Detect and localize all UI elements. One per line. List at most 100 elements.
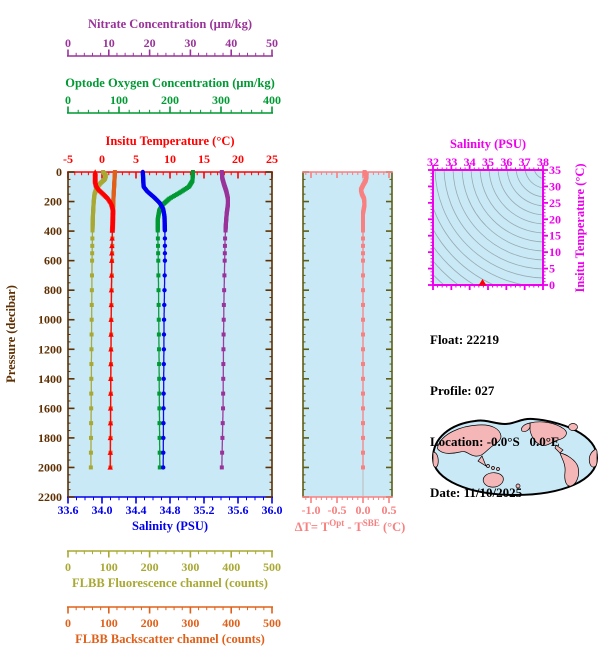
svg-text:5: 5 [549,262,555,276]
svg-text:36.0: 36.0 [262,503,283,517]
svg-text:300: 300 [181,616,199,630]
svg-text:32: 32 [427,155,439,169]
svg-text:30: 30 [549,179,561,193]
float-info-line: Profile: 027 [430,383,495,398]
profile-delta-t [358,170,369,470]
svg-text:37: 37 [519,155,531,169]
fluorescence-axis-title: FLBB Fluorescence channel (counts) [72,576,268,590]
map-australia [482,472,504,488]
map-alaska [521,422,531,432]
svg-text:30: 30 [184,36,196,50]
svg-text:25: 25 [266,152,278,166]
svg-text:38: 38 [537,155,549,169]
nitrate-axis-title: Nitrate Concentration (μm/kg) [88,17,252,31]
svg-text:200: 200 [44,195,62,209]
ts-profile-point [478,279,487,286]
svg-text:20: 20 [144,36,156,50]
svg-text:34.4: 34.4 [126,503,147,517]
svg-text:25: 25 [549,196,561,210]
svg-text:0: 0 [65,616,71,630]
profile-oxygen [155,170,195,470]
delta-t-axis-title: ΔT= TOpt - TSBE (°C) [295,518,406,534]
svg-text:-5: -5 [63,152,73,166]
svg-text:1000: 1000 [38,313,62,327]
oxygen-axis-title: Optode Oxygen Concentration (μm/kg) [65,76,275,90]
svg-text:200: 200 [141,560,159,574]
svg-text:10: 10 [103,36,115,50]
profile-temperature [92,169,116,470]
svg-text:36: 36 [500,155,512,169]
svg-text:1600: 1600 [38,401,62,415]
svg-text:10: 10 [549,245,561,259]
backscatter-axis-title: FLBB Backscatter channel (counts) [75,632,265,646]
map-se-asia [477,455,487,467]
pressure-axis-title: Pressure (decibar) [4,285,18,383]
main-plot-background [68,172,272,497]
svg-text:800: 800 [44,283,62,297]
map-africa-right-sliver [588,448,598,468]
svg-text:-1.0: -1.0 [302,503,321,517]
svg-text:300: 300 [212,93,230,107]
svg-text:2200: 2200 [38,490,62,504]
svg-text:2000: 2000 [38,460,62,474]
svg-text:1800: 1800 [38,431,62,445]
map-greenland [568,423,578,431]
delta-t-frame: -1.0 -0.5 0.0 0.5 [302,171,397,517]
fluorescence-axis: 0 100 200 300 400 500 [65,550,281,574]
svg-text:33: 33 [445,155,457,169]
svg-text:400: 400 [263,93,281,107]
svg-text:500: 500 [263,616,281,630]
svg-text:400: 400 [222,616,240,630]
svg-text:0: 0 [65,560,71,574]
map-south-america [559,452,579,487]
salinity-axis: 33.6 34.0 34.4 34.8 35.2 35.6 36.0 [58,496,283,517]
map-eurasia [437,424,502,457]
generated-graphics: 0 10 20 30 40 500 100 200 300 400-5 0 5 10 15 20 2533.6… [38,36,561,630]
svg-text:0: 0 [549,278,555,292]
svg-text:34.0: 34.0 [92,503,113,517]
svg-text:200: 200 [141,616,159,630]
svg-text:33.6: 33.6 [58,503,79,517]
svg-text:50: 50 [266,36,278,50]
world-map [431,417,599,497]
svg-text:10: 10 [164,152,176,166]
salinity-axis-title: Salinity (PSU) [132,519,208,533]
svg-text:35: 35 [482,155,494,169]
svg-text:-0.5: -0.5 [328,503,347,517]
svg-text:34: 34 [464,155,476,169]
backscatter-axis: 0 100 200 300 400 500 [65,606,281,630]
svg-text:1400: 1400 [38,372,62,386]
delta-plot-background [303,172,392,497]
svg-text:400: 400 [222,560,240,574]
svg-text:600: 600 [44,254,62,268]
svg-text:100: 100 [110,93,128,107]
float-info-line: Location: -0.0°S 0.0°E [430,434,560,449]
svg-text:100: 100 [100,616,118,630]
ts-salinity-axis-title: Salinity (PSU) [450,137,526,151]
temperature-axis-title: Insitu Temperature (°C) [105,134,234,148]
float-info-line: Date: 11/10/2025 [430,485,523,500]
svg-text:40: 40 [225,36,237,50]
map-north-america [529,421,567,446]
svg-text:20: 20 [232,152,244,166]
oxygen-axis: 0 100 200 300 400 [65,93,281,114]
ts-diagram: 32 33 34 35 36 37 38 0 5 10 15 20 25 30 35 [427,155,561,292]
svg-text:35.6: 35.6 [228,503,249,517]
svg-text:0.0: 0.0 [356,503,371,517]
svg-text:0: 0 [99,152,105,166]
svg-text:20: 20 [549,212,561,226]
svg-text:1200: 1200 [38,342,62,356]
svg-text:0: 0 [56,165,62,179]
map-africa-left-sliver [432,451,439,468]
svg-text:15: 15 [198,152,210,166]
float-info-line: Float: 22219 [430,332,499,347]
pressure-axis: 0 200 400 600 800 1000 1200 1400 1600 1800 2000 220… [38,165,273,504]
map-indonesia [491,466,495,470]
ts-temperature-axis-title: Insitu Temperature (°C) [573,163,587,292]
svg-text:200: 200 [161,93,179,107]
svg-text:100: 100 [100,560,118,574]
svg-text:500: 500 [263,560,281,574]
svg-text:35: 35 [549,163,561,177]
